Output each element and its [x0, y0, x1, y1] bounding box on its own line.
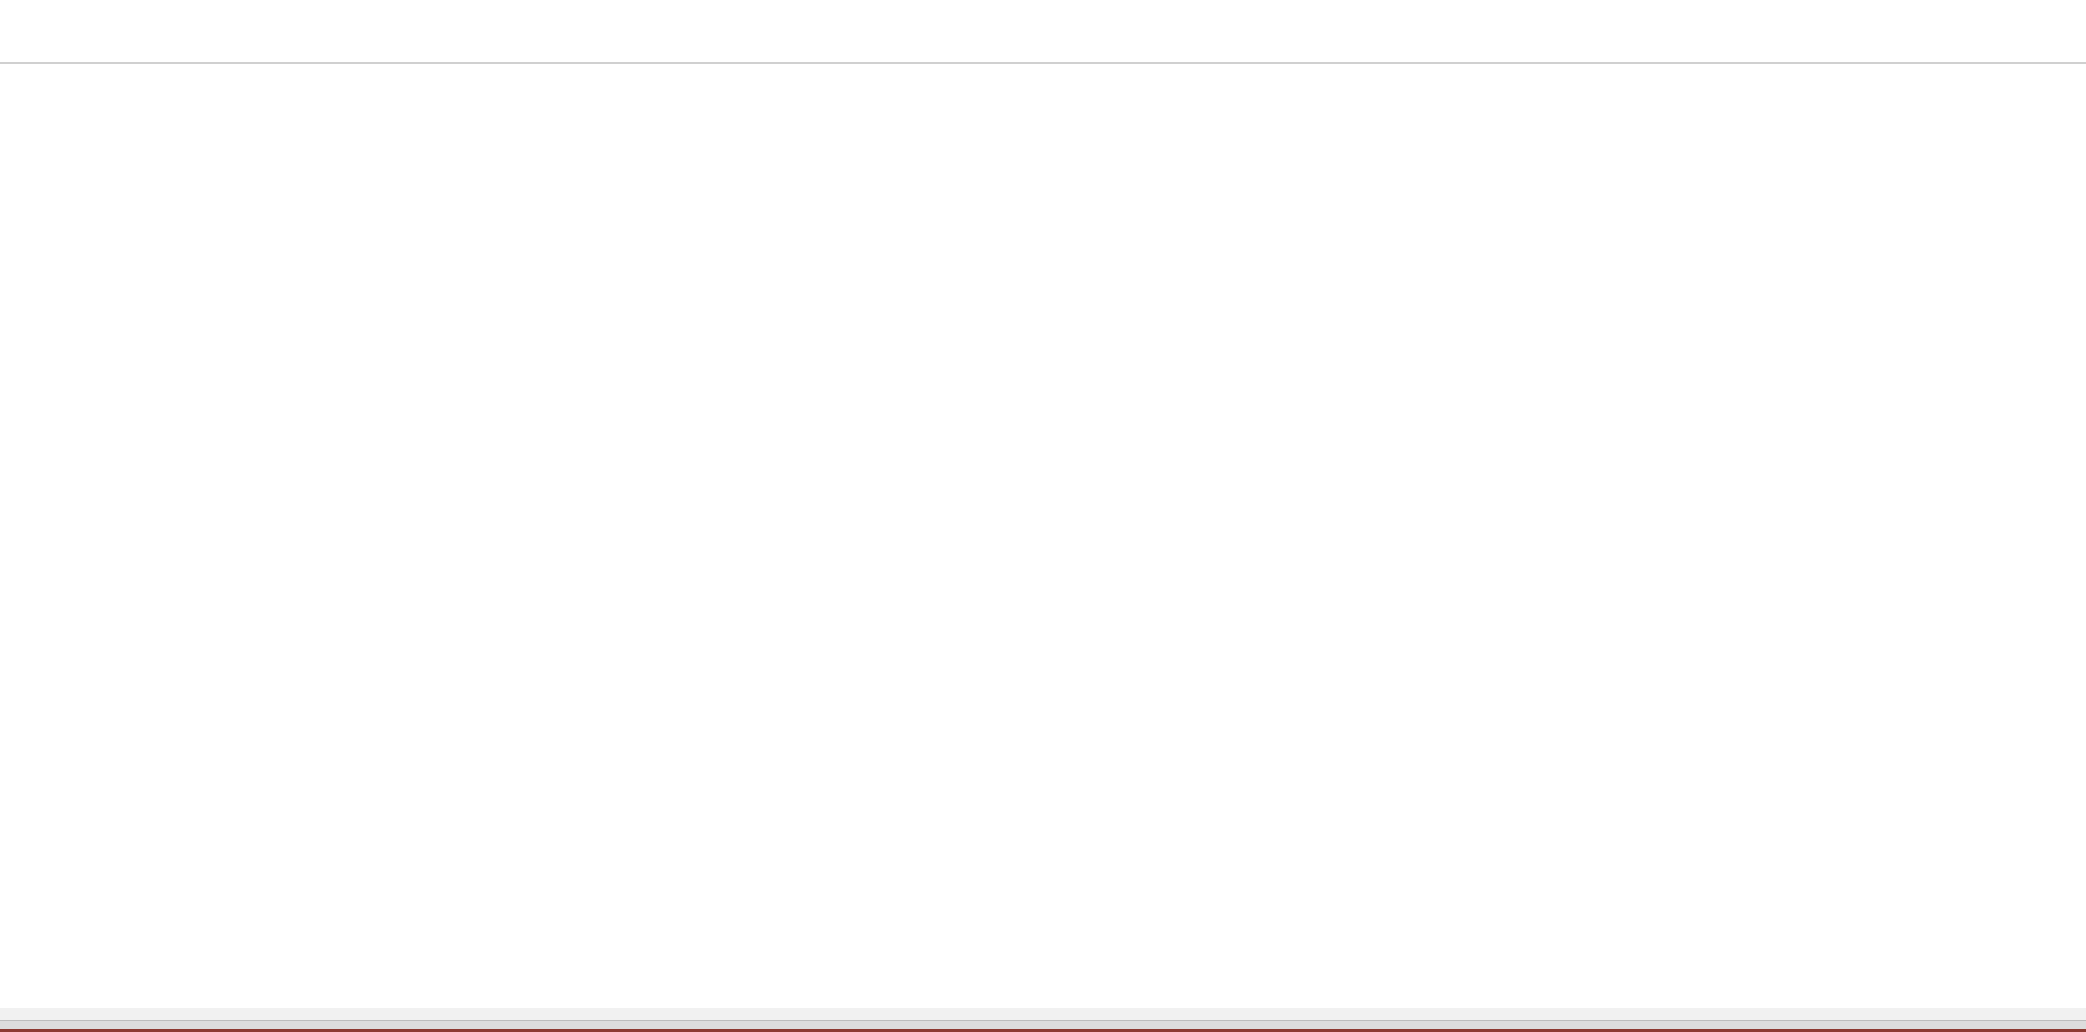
header-divider: [0, 62, 2086, 64]
window-bottom-edge: [0, 1029, 2086, 1032]
header-banner: [0, 4, 2086, 60]
bottom-scrollbar[interactable]: [0, 1020, 2086, 1030]
gold-corner-bottom-left: [0, 1019, 22, 1030]
right-edge-accent: [2070, 62, 2079, 1012]
chart-object[interactable]: [0, 64, 2070, 1008]
bottom-margin-strip: [0, 1008, 2086, 1020]
chart-plot-canvas[interactable]: [0, 64, 2070, 1008]
